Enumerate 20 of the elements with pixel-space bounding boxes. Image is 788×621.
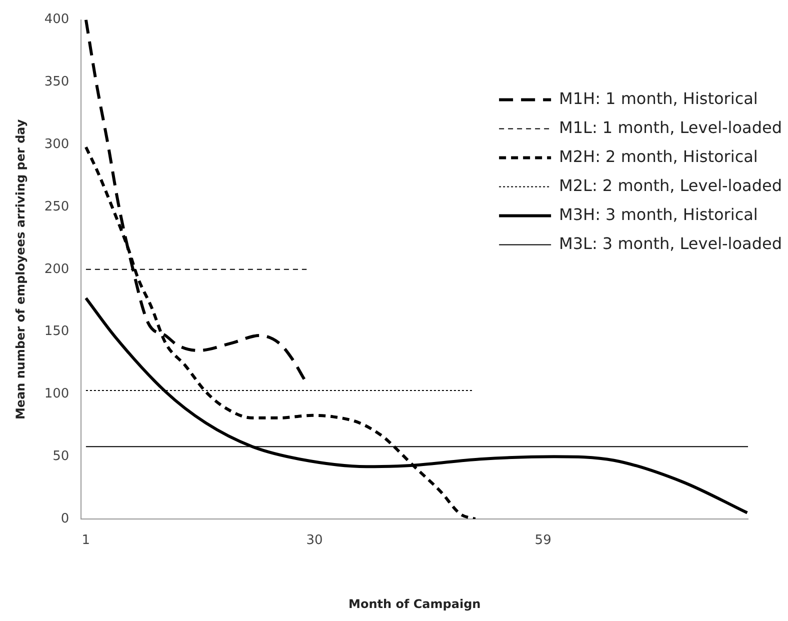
legend-label: M3H: 3 month, Historical xyxy=(559,204,758,224)
y-tick-label: 350 xyxy=(44,74,70,90)
x-tick-label: 1 xyxy=(82,533,90,548)
y-tick-label: 250 xyxy=(44,199,70,214)
x-tick-label: 59 xyxy=(534,533,552,548)
y-axis-title: Mean number of employees arriving per day xyxy=(13,119,28,420)
y-tick-label: 400 xyxy=(44,12,70,28)
legend-label: M1L: 1 month, Level-loaded xyxy=(559,118,782,137)
y-tick-label: 50 xyxy=(52,448,70,464)
y-tick-label: 150 xyxy=(44,324,70,340)
y-tick-label: 0 xyxy=(60,511,70,526)
legend-label: M1H: 1 month, Historical xyxy=(559,88,758,108)
y-tick-label: 200 xyxy=(44,262,70,277)
y-tick-label: 300 xyxy=(44,136,70,152)
legend-label: M2H: 2 month, Historical xyxy=(559,146,758,166)
x-tick-label: 30 xyxy=(306,533,323,548)
legend-label: M3L: 3 month, Level-loaded xyxy=(559,234,782,253)
legend-label: M2L: 2 month, Level-loaded xyxy=(559,176,782,195)
y-tick-label: 100 xyxy=(44,386,70,402)
x-axis-title: Month of Campaign xyxy=(348,596,481,611)
